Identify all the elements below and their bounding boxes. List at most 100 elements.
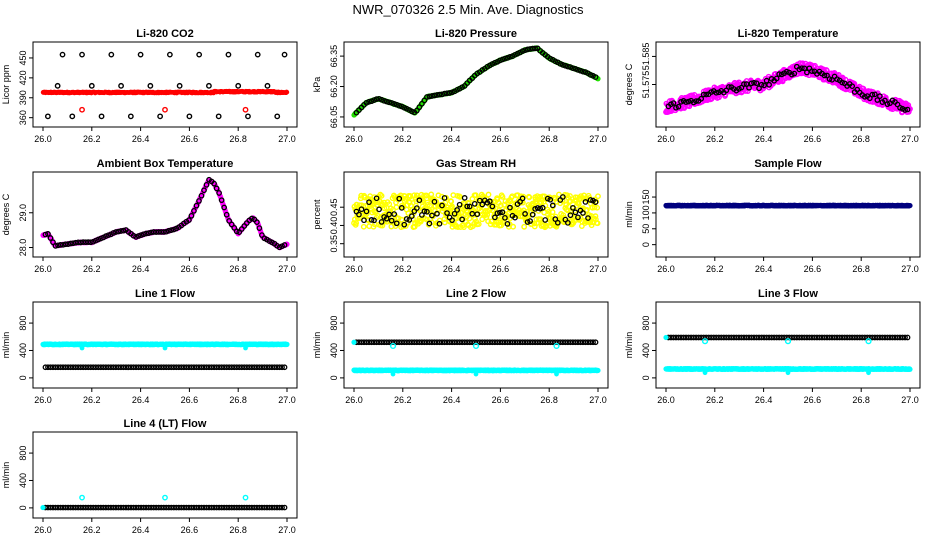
data-point — [98, 113, 105, 120]
data-point — [57, 241, 64, 248]
data-point — [519, 195, 526, 202]
data-point — [160, 229, 167, 235]
x-tick-label: 26.2 — [83, 395, 101, 405]
data-point — [471, 200, 478, 207]
y-tick-label: 0 — [18, 375, 28, 380]
data-point — [436, 91, 443, 98]
data-point — [758, 81, 765, 88]
data-point — [700, 91, 707, 98]
plot-area — [351, 45, 601, 118]
x-tick-label: 26.0 — [34, 395, 52, 405]
data-point — [575, 214, 581, 221]
data-point — [386, 99, 393, 106]
x-tick-label: 27.0 — [278, 264, 296, 274]
data-point — [264, 82, 271, 89]
data-point — [143, 230, 149, 237]
y-tick-label: 390 — [18, 90, 28, 105]
data-point — [559, 194, 566, 200]
data-point — [373, 195, 380, 202]
data-point — [428, 191, 435, 198]
data-point — [489, 203, 496, 210]
data-point — [233, 228, 240, 235]
data-point — [162, 106, 168, 113]
series-co2-points-open-red- — [79, 106, 249, 113]
data-point — [373, 96, 380, 102]
data-point — [577, 67, 584, 74]
data-point — [221, 204, 228, 211]
data-point — [839, 79, 845, 86]
series-black-points — [351, 339, 599, 350]
x-tick-label: 26.6 — [804, 264, 822, 274]
data-point — [522, 47, 528, 54]
data-point — [751, 79, 757, 86]
panel-title: Gas Stream RH — [436, 158, 516, 170]
data-point — [804, 69, 810, 76]
data-point — [554, 219, 561, 226]
data-point — [108, 51, 115, 58]
data-point — [466, 215, 473, 222]
data-point — [137, 51, 144, 58]
x-tick-label: 26.2 — [706, 134, 724, 144]
data-point — [434, 92, 440, 98]
data-point — [693, 98, 699, 104]
x-tick-label: 26.2 — [706, 264, 724, 274]
x-tick-label: 26.2 — [83, 264, 101, 274]
data-point — [449, 217, 455, 224]
data-point — [474, 211, 481, 218]
data-point — [69, 113, 76, 120]
plot-frame — [343, 301, 609, 389]
y-tick-label: 800 — [329, 316, 339, 331]
data-point — [77, 239, 84, 246]
data-point — [861, 93, 868, 100]
y-tick-label: 800 — [18, 316, 28, 331]
data-point — [279, 364, 285, 371]
series-cyan-band — [351, 367, 601, 377]
data-point — [874, 97, 881, 103]
data-point — [378, 219, 385, 225]
data-point — [446, 90, 453, 96]
data-point — [472, 342, 480, 350]
data-point — [223, 211, 230, 218]
data-point — [225, 51, 232, 58]
data-point — [366, 199, 372, 206]
data-point — [145, 230, 152, 237]
data-point — [537, 205, 544, 212]
data-point — [595, 193, 601, 200]
data-point — [429, 93, 435, 99]
data-point — [454, 207, 460, 213]
y-tick-label: 0 — [329, 375, 339, 380]
y-tick-label: 51.585 — [641, 43, 651, 71]
data-point — [461, 195, 468, 201]
data-point — [466, 203, 473, 210]
data-point — [88, 82, 95, 89]
x-tick-label: 26.4 — [132, 134, 150, 144]
data-point — [254, 219, 260, 225]
data-point — [565, 63, 571, 70]
y-axis-label: degrees C — [624, 63, 634, 105]
plot-frame — [32, 301, 298, 389]
data-point — [441, 90, 448, 97]
data-point — [552, 213, 559, 220]
data-point — [849, 83, 856, 90]
data-point — [725, 84, 732, 90]
data-point — [389, 342, 397, 350]
data-point — [592, 213, 599, 220]
data-point — [176, 82, 183, 89]
data-point — [773, 75, 780, 82]
data-point — [42, 231, 49, 238]
data-point — [396, 195, 403, 202]
plot-frame — [343, 171, 609, 258]
data-point — [62, 241, 69, 248]
data-point — [882, 97, 888, 104]
data-point — [87, 239, 94, 246]
data-point — [826, 76, 833, 82]
x-tick-label: 26.4 — [755, 134, 773, 144]
data-point — [353, 220, 360, 226]
x-tick-label: 26.8 — [229, 134, 247, 144]
data-point — [375, 213, 382, 219]
data-point — [763, 77, 770, 84]
data-point — [524, 46, 531, 53]
plot-area — [351, 339, 601, 377]
